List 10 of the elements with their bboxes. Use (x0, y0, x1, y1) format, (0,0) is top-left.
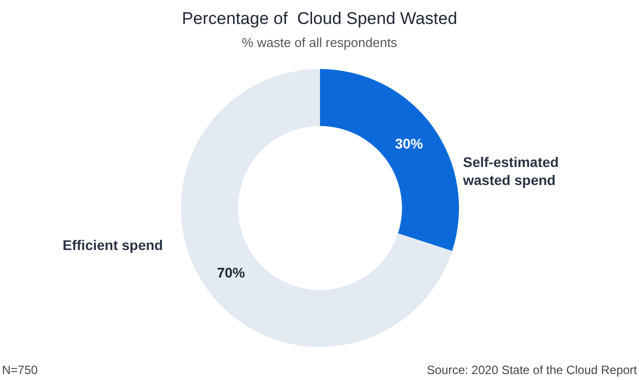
text: N=750 (2, 363, 38, 377)
slice-label: Efficient spend (62, 236, 163, 253)
slice-label: Self-estimated wasted spend (462, 154, 559, 188)
chart-subtitle: % waste of all respondents (242, 35, 398, 50)
donut-slice (181, 69, 452, 347)
chart-title: Percentage of Cloud Spend Wasted (182, 9, 458, 28)
source-note: Source: 2020 State of the Cloud Report (426, 363, 638, 377)
data-label: 30% (394, 135, 424, 152)
data-label: 70% (216, 264, 246, 281)
donut-slice (320, 69, 459, 251)
